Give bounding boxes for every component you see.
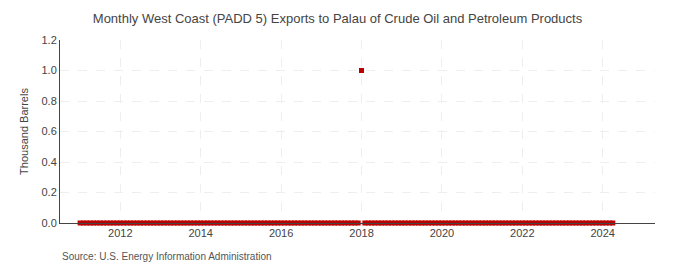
svg-text:2020: 2020	[430, 227, 454, 239]
svg-text:0.6: 0.6	[42, 125, 57, 137]
svg-text:2022: 2022	[510, 227, 534, 239]
svg-text:1.2: 1.2	[42, 34, 57, 46]
svg-text:2016: 2016	[269, 227, 293, 239]
svg-text:2012: 2012	[108, 227, 132, 239]
svg-text:Thousand Barrels: Thousand Barrels	[18, 88, 30, 175]
svg-text:0.0: 0.0	[42, 217, 57, 229]
svg-text:0.4: 0.4	[42, 156, 57, 168]
svg-text:1.0: 1.0	[42, 64, 57, 76]
svg-text:0.2: 0.2	[42, 186, 57, 198]
svg-text:Monthly West Coast (PADD 5) Ex: Monthly West Coast (PADD 5) Exports to P…	[93, 11, 583, 26]
svg-text:2014: 2014	[188, 227, 212, 239]
svg-text:2024: 2024	[590, 227, 614, 239]
svg-text:2018: 2018	[349, 227, 373, 239]
svg-text:Source: U.S. Energy Informatio: Source: U.S. Energy Information Administ…	[62, 251, 272, 262]
svg-text:0.8: 0.8	[42, 95, 57, 107]
